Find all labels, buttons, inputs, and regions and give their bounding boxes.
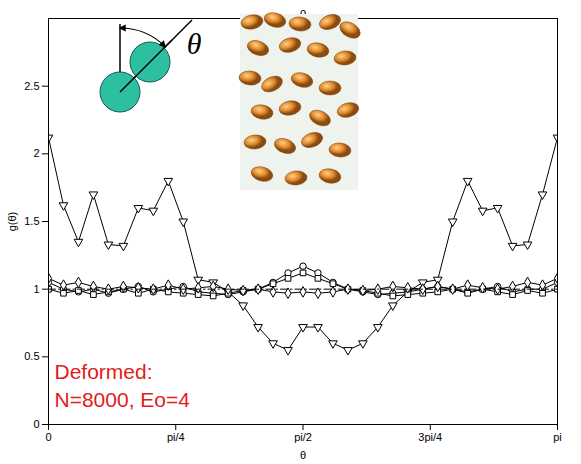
svg-text:pi/4: pi/4 — [167, 431, 185, 443]
svg-text:1: 1 — [33, 283, 39, 295]
svg-text:0: 0 — [33, 418, 39, 430]
svg-text:Deformed:: Deformed: — [55, 360, 153, 383]
svg-text:pi/2: pi/2 — [294, 431, 312, 443]
svg-text:N=8000, Eo=4: N=8000, Eo=4 — [55, 388, 191, 411]
svg-text:2: 2 — [33, 147, 39, 159]
svg-text:g(θ): g(θ) — [6, 212, 18, 232]
svg-text:1.5: 1.5 — [24, 215, 39, 227]
svg-text:2.5: 2.5 — [24, 80, 39, 92]
svg-text:θ: θ — [187, 27, 202, 60]
svg-text:θ: θ — [300, 449, 306, 461]
svg-text:pi: pi — [553, 431, 562, 443]
svg-text:0: 0 — [45, 431, 51, 443]
svg-text:0.5: 0.5 — [24, 350, 39, 362]
svg-text:3pi/4: 3pi/4 — [418, 431, 442, 443]
